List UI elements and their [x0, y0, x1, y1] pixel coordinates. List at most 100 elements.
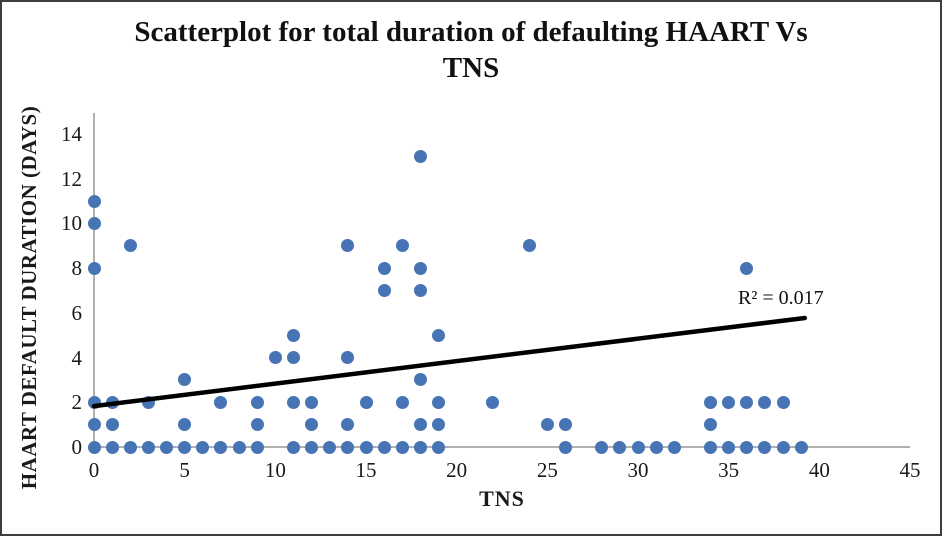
data-point — [286, 328, 300, 342]
data-point — [359, 440, 373, 454]
data-point — [232, 440, 246, 454]
data-point — [432, 418, 446, 432]
data-point — [631, 440, 645, 454]
data-point — [776, 395, 790, 409]
data-point — [141, 395, 155, 409]
x-axis-label: TNS — [479, 486, 525, 511]
data-point — [305, 395, 319, 409]
x-axis-line — [94, 446, 910, 448]
data-point — [740, 440, 754, 454]
y-tick-label: 0 — [71, 435, 83, 459]
data-point — [704, 440, 718, 454]
data-point — [776, 440, 790, 454]
data-point — [178, 373, 192, 387]
x-tick-label: 10 — [264, 458, 286, 482]
data-point — [341, 418, 355, 432]
data-point — [123, 239, 137, 253]
x-tick-label: 40 — [808, 458, 830, 482]
y-tick-label: 12 — [61, 166, 82, 191]
data-point — [413, 373, 427, 387]
data-point — [722, 395, 736, 409]
data-point — [141, 440, 155, 454]
y-tick-label: 8 — [71, 256, 83, 281]
chart-title-line2: TNS — [442, 52, 500, 84]
data-point — [413, 149, 427, 163]
data-point — [413, 418, 427, 432]
data-point — [613, 440, 627, 454]
y-tick-label: 14 — [61, 122, 82, 146]
data-point — [214, 440, 228, 454]
x-tick-label: 25 — [536, 458, 558, 482]
x-tick-label: 15 — [355, 458, 377, 482]
data-point — [794, 440, 808, 454]
data-point — [359, 395, 373, 409]
data-point — [87, 395, 101, 409]
data-point — [305, 418, 319, 432]
chart-title: Scatterplot for total duration of defaul… — [2, 14, 940, 86]
x-tick-label: 5 — [179, 458, 190, 482]
data-point — [286, 395, 300, 409]
data-point — [395, 239, 409, 253]
y-tick-label: 6 — [71, 300, 83, 325]
data-point — [377, 284, 391, 297]
data-point — [395, 395, 409, 409]
data-point — [558, 418, 572, 432]
data-point — [704, 418, 718, 432]
data-point — [341, 440, 355, 454]
data-point — [667, 440, 681, 454]
y-tick-label: 2 — [71, 390, 83, 415]
data-point — [432, 395, 446, 409]
data-point — [87, 418, 101, 432]
x-tick-label: 20 — [446, 458, 468, 482]
data-point — [758, 395, 772, 409]
data-point — [740, 261, 754, 275]
data-point — [305, 440, 319, 454]
data-point — [377, 440, 391, 454]
x-tick-label: 35 — [718, 458, 740, 482]
data-point — [286, 351, 300, 365]
data-point — [341, 351, 355, 365]
data-point — [413, 284, 427, 297]
data-point — [395, 440, 409, 454]
data-point — [722, 440, 736, 454]
data-point — [105, 418, 119, 432]
data-point — [214, 395, 228, 409]
data-point — [377, 261, 391, 275]
y-tick-label: 10 — [61, 211, 82, 236]
data-point — [250, 440, 264, 454]
data-point — [413, 440, 427, 454]
data-point — [178, 418, 192, 432]
data-point — [160, 440, 174, 454]
x-tick-label: 45 — [899, 458, 921, 482]
data-point — [740, 395, 754, 409]
data-point — [486, 395, 500, 409]
data-point — [250, 418, 264, 432]
data-point — [432, 440, 446, 454]
data-point — [540, 418, 554, 432]
data-point — [432, 328, 446, 342]
data-point — [87, 216, 101, 230]
data-point — [105, 395, 119, 409]
data-point — [196, 440, 210, 454]
chart-title-line1: Scatterplot for total duration of defaul… — [134, 16, 808, 48]
data-point — [323, 440, 337, 454]
x-tick-label: 0 — [88, 458, 100, 482]
data-point — [250, 395, 264, 409]
data-point — [595, 440, 609, 454]
data-point — [178, 440, 192, 454]
data-point — [87, 194, 101, 208]
data-point — [704, 395, 718, 409]
data-point — [105, 440, 119, 454]
data-point — [558, 440, 572, 454]
data-point — [413, 261, 427, 275]
data-point — [268, 351, 282, 365]
data-point — [522, 239, 536, 253]
data-point — [87, 440, 101, 454]
data-point — [341, 239, 355, 253]
data-point — [649, 440, 663, 454]
y-tick-label: 4 — [71, 345, 83, 370]
x-tick-label: 30 — [627, 458, 649, 482]
r-squared-label: R² = 0.017 — [738, 287, 824, 309]
data-point — [758, 440, 772, 454]
